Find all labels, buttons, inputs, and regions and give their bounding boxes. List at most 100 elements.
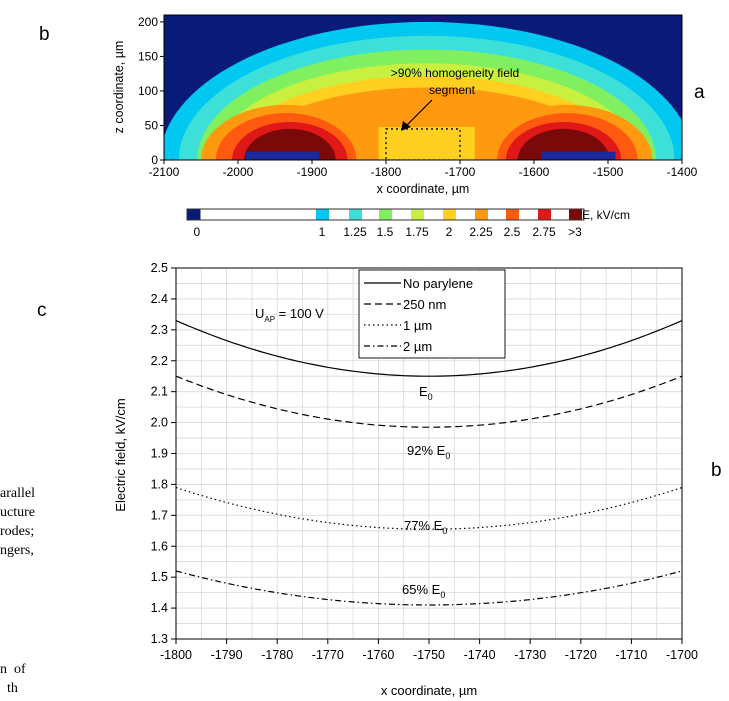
electrode-1 (245, 151, 320, 160)
field-profile-y-tick-label: 1.8 (151, 477, 168, 491)
background-text-1: arallel (0, 486, 35, 501)
panel-label-mid-left: c (37, 300, 47, 321)
background-text-3: rodes; (0, 524, 35, 539)
field-level-center (378, 126, 475, 160)
field-profile-y-tick-label: 2.5 (151, 261, 168, 275)
field-map-y-label: z coordinate, µm (112, 41, 126, 134)
curve-label-3: 77% E0 (404, 518, 447, 536)
panel-label-top-right: a (694, 82, 705, 103)
field-profile-x-tick-label: -1800 (160, 648, 192, 662)
field-profile-axes: -1800 -1790 -1780 -1770 -1760 -1750 -1740 -1730… (151, 261, 698, 662)
field-profile-x-tick-label: -1720 (565, 648, 597, 662)
field-map-x-tick-label: -1400 (667, 165, 698, 179)
curve-label-4: 65% E0 (402, 582, 445, 600)
colorbar-level-label: 1.5 (377, 225, 394, 239)
field-map-x-tick-label: -2000 (223, 165, 254, 179)
field-profile-x-tick-label: -1760 (362, 648, 394, 662)
field-profile-y-tick-label: 1.6 (151, 539, 168, 553)
field-map-y-tick-label: 100 (138, 84, 158, 98)
field-profile-y-tick-label: 1.5 (151, 570, 168, 584)
field-profile-y-tick-label: 2.3 (151, 323, 168, 337)
field-map-plot-area (164, 15, 682, 160)
field-profile-x-tick-label: -1770 (312, 648, 344, 662)
colorbar-swatch (187, 209, 201, 220)
colorbar-swatch (443, 209, 456, 220)
series-line-2 (175, 375, 683, 428)
field-profile-y-tick-label: 2.2 (151, 354, 168, 368)
field-profile-grid (175, 267, 683, 640)
field-map-frame (163, 14, 683, 161)
field-profile-x-tick-label: -1790 (211, 648, 243, 662)
annotation-arrow-head (401, 121, 411, 131)
curve-label-1: E0 (419, 384, 433, 402)
background-text-4: ngers, (0, 543, 34, 558)
colorbar-level-label: 1.25 (343, 225, 367, 239)
background-text-8: th (0, 681, 18, 696)
field-map-x-label: x coordinate, µm (377, 182, 470, 196)
field-map-axes: -2100 -2000 -1900 -1800 -1700 -1600 -1500 -1400… (138, 15, 698, 179)
colorbar-swatch (569, 209, 582, 220)
field-map-x-tick-label: -2100 (149, 165, 180, 179)
field-profile-x-tick-label: -1700 (666, 648, 698, 662)
curve-labels: E0 92% E0 77% E0 65% E0 (402, 384, 450, 600)
field-profile-y-tick-label: 1.4 (151, 601, 168, 615)
field-profile-y-tick-label: 1.3 (151, 632, 168, 646)
background-text-7: n of (0, 662, 26, 677)
homogeneity-annotation-line-1: >90% homogeneity field (391, 66, 519, 80)
colorbar-label: E, kV/cm (582, 208, 630, 222)
field-profile-y-tick-label: 2.4 (151, 292, 168, 306)
colorbar-swatch (411, 209, 424, 220)
field-map-x-tick-label: -1500 (593, 165, 624, 179)
homogeneity-box (385, 128, 461, 160)
field-map-y-tick-label: 50 (145, 118, 159, 132)
series-line-1 (175, 320, 683, 377)
field-map-x-tick-label: -1700 (445, 165, 476, 179)
field-profile-x-label: x coordinate, µm (381, 683, 477, 698)
legend-label-3: 1 µm (403, 318, 432, 333)
legend-box (358, 269, 506, 359)
colorbar-swatch (316, 209, 329, 220)
field-map-y-tick-label: 0 (151, 153, 158, 167)
field-profile-y-tick-label: 2.0 (151, 416, 168, 430)
colorbar-swatch (475, 209, 488, 220)
colorbar-level-label: 1 (319, 225, 326, 239)
colorbar-swatch (379, 209, 392, 220)
electrode-2 (541, 151, 616, 160)
colorbar-level-label: 1.75 (405, 225, 429, 239)
field-map-y-tick-label: 150 (138, 49, 158, 63)
field-map-x-tick-label: -1800 (371, 165, 402, 179)
colorbar-level-label: 2.75 (532, 225, 556, 239)
panel-label-top-left: b (39, 24, 50, 45)
legend: No parylene 250 nm 1 µm 2 µm (358, 269, 506, 359)
field-map-y-tick-label: 200 (138, 15, 158, 29)
voltage-annotation: UAP = 100 V (255, 306, 324, 324)
colorbar-level-label: 0 (194, 225, 201, 239)
legend-label-1: No parylene (403, 276, 473, 291)
field-profile-x-tick-label: -1780 (261, 648, 293, 662)
field-profile-y-tick-label: 2.1 (151, 385, 168, 399)
field-map-x-tick-label: -1900 (297, 165, 328, 179)
field-profile-x-tick-label: -1710 (615, 648, 647, 662)
colorbar-swatch (349, 209, 362, 220)
background-text-2: ucture (0, 505, 35, 520)
field-profile-y-tick-label: 1.7 (151, 508, 168, 522)
colorbar-level-label: 2.5 (504, 225, 521, 239)
colorbar-swatch (538, 209, 551, 220)
field-profile-x-tick-label: -1740 (464, 648, 496, 662)
legend-label-2: 250 nm (403, 297, 446, 312)
colorbar-level-label: 2 (446, 225, 453, 239)
colorbar: 0 1 1.25 1.5 1.75 2 2.25 2.5 2.75 >3 (186, 208, 585, 239)
series-line-3 (175, 486, 683, 530)
annotation-arrow-shaft (405, 99, 433, 127)
field-profile-x-tick-label: -1750 (413, 648, 445, 662)
field-map-x-tick-label: -1600 (519, 165, 550, 179)
colorbar-swatch (506, 209, 519, 220)
field-profile-y-label: Electric field, kV/cm (113, 398, 128, 511)
field-profile-series (175, 320, 683, 606)
panel-label-mid-right: b (711, 460, 722, 481)
legend-label-4: 2 µm (403, 339, 432, 354)
colorbar-level-label: >3 (568, 225, 582, 239)
field-profile-y-tick-label: 1.9 (151, 447, 168, 461)
homogeneity-annotation: >90% homogeneity field segment (391, 66, 519, 131)
